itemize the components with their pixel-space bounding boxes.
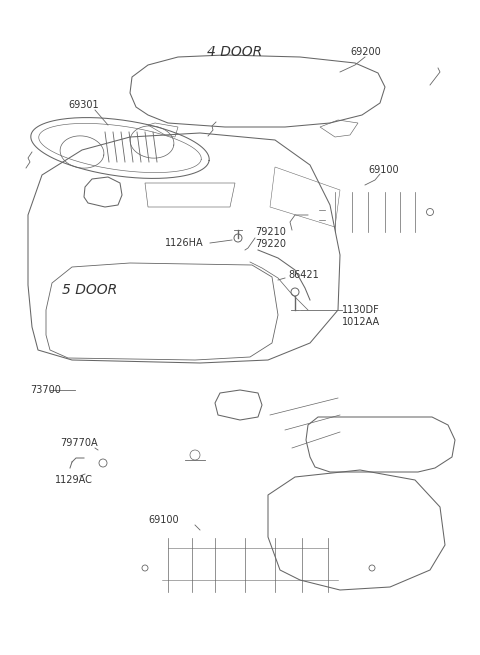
- Text: 69200: 69200: [350, 47, 381, 57]
- Text: 1129AC: 1129AC: [55, 475, 93, 485]
- Text: 79770A: 79770A: [60, 438, 97, 448]
- Text: 1126HA: 1126HA: [165, 238, 204, 248]
- Text: 69100: 69100: [368, 165, 398, 175]
- Text: 79220: 79220: [255, 239, 286, 249]
- Text: 86421: 86421: [288, 270, 319, 280]
- Text: 5 DOOR: 5 DOOR: [62, 283, 117, 297]
- Text: 79210: 79210: [255, 227, 286, 237]
- Text: 1012AA: 1012AA: [342, 317, 380, 327]
- Text: 1130DF: 1130DF: [342, 305, 380, 315]
- Text: 69100: 69100: [148, 515, 179, 525]
- Text: 4 DOOR: 4 DOOR: [207, 45, 263, 59]
- Text: 73700: 73700: [30, 385, 61, 395]
- Text: 69301: 69301: [68, 100, 98, 110]
